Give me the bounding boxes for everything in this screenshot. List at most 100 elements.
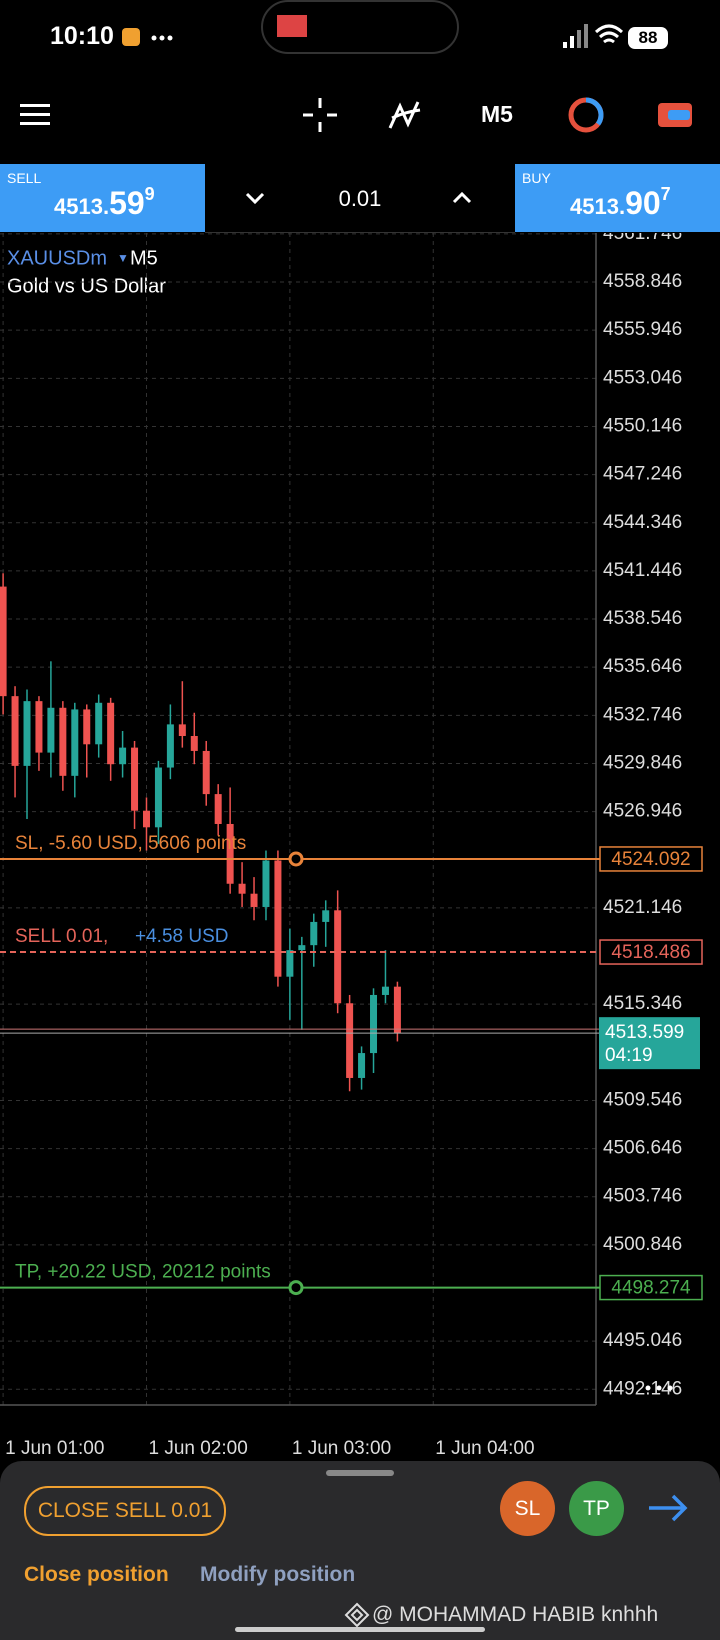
- buy-price: 4513.907: [570, 184, 671, 222]
- candle-body: [0, 586, 7, 697]
- dot: [151, 35, 157, 41]
- level-label: SELL 0.01,: [15, 926, 108, 947]
- y-tick-label: 4558.846: [603, 271, 682, 292]
- level-price: 4498.274: [611, 1278, 691, 1299]
- more-dot[interactable]: [667, 1385, 673, 1391]
- symbol-caret: ▼: [117, 251, 129, 265]
- next-arrow[interactable]: [645, 1493, 691, 1523]
- y-tick-label: 4515.346: [603, 993, 682, 1014]
- y-tick-label: 4509.546: [603, 1089, 682, 1110]
- y-tick-label: 4506.646: [603, 1138, 682, 1159]
- more-dot[interactable]: [645, 1385, 651, 1391]
- y-tick-label: 4553.046: [603, 367, 682, 388]
- y-tick-label: 4492.146: [603, 1378, 682, 1399]
- decrease[interactable]: [245, 192, 265, 205]
- candle-body: [370, 994, 378, 1054]
- chart-timeframe: M5: [130, 247, 158, 269]
- wifi: [594, 24, 624, 44]
- candle-body: [35, 701, 43, 753]
- tp-button[interactable]: TP: [569, 1481, 624, 1536]
- island-thumb: [277, 15, 307, 37]
- y-tick-label: 4500.846: [603, 1234, 682, 1255]
- level-label: SL, -5.60 USD, 5606 points: [15, 833, 246, 854]
- x-tick-label: 1 Jun 02:00: [148, 1438, 247, 1459]
- candle-body: [47, 707, 55, 753]
- status-time: 10:10: [50, 22, 114, 50]
- candle-body: [226, 823, 234, 884]
- volume[interactable]: 0.01: [338, 186, 382, 211]
- candle-body: [214, 794, 222, 824]
- candle-body: [286, 950, 294, 977]
- crosshair-icon[interactable]: [303, 98, 337, 132]
- level-price: 4524.092: [611, 849, 690, 870]
- volume-control: 0.01: [205, 164, 515, 233]
- candle-body: [23, 701, 31, 766]
- price-sup: 7: [660, 184, 671, 204]
- sell-price: 4513.599: [54, 184, 155, 222]
- sell-button[interactable]: SELL 4513.599: [0, 164, 205, 232]
- y-tick-label: 4561.746: [603, 233, 682, 244]
- dynamic-island: [261, 0, 459, 54]
- symbol: XAUUSDm: [7, 247, 107, 269]
- tab-close-position[interactable]: Close position: [24, 1563, 169, 1586]
- volume-arrows: [245, 191, 472, 205]
- candle-body: [119, 747, 127, 765]
- close-sell-button[interactable]: CLOSE SELL 0.01: [24, 1486, 226, 1536]
- candle-body: [190, 735, 198, 751]
- indicator-icon[interactable]: [388, 101, 421, 129]
- signal: [563, 42, 567, 48]
- candle-body: [393, 986, 401, 1034]
- more-dot[interactable]: [656, 1385, 662, 1391]
- dot: [159, 35, 165, 41]
- y-tick-label: 4529.846: [603, 752, 682, 773]
- x-tick-label: 1 Jun 01:00: [5, 1438, 104, 1459]
- level-price-box: [599, 846, 703, 872]
- timeframe-button[interactable]: M5: [481, 101, 513, 127]
- battery: [628, 27, 668, 49]
- level-price-box: [599, 1274, 703, 1301]
- y-tick-label: 4495.046: [603, 1330, 682, 1351]
- chart: XAUUSDm ▼ M5 Gold vs US Dollar 4561.746 4…: [0, 233, 703, 1459]
- app-icon: [122, 28, 140, 46]
- trade-icon[interactable]: [658, 103, 692, 127]
- candle-body: [154, 767, 162, 828]
- watermark-logo: [344, 1602, 370, 1628]
- y-tick-label: 4503.746: [603, 1186, 682, 1207]
- candle-body: [107, 702, 115, 765]
- sl-button[interactable]: SL: [500, 1481, 555, 1536]
- candle-body: [322, 910, 330, 922]
- bid-price: 4513.599: [605, 1022, 684, 1043]
- drag-handle[interactable]: [326, 1470, 394, 1476]
- candle-body: [381, 986, 389, 995]
- price-big: 90: [625, 185, 661, 221]
- candle-body: [310, 921, 318, 946]
- tab-modify-position[interactable]: Modify position: [200, 1563, 356, 1586]
- level-handle[interactable]: [288, 851, 304, 867]
- buy-label: BUY: [522, 170, 551, 186]
- sell-label: SELL: [7, 170, 42, 186]
- level-handle[interactable]: [288, 1280, 304, 1296]
- buy-button[interactable]: BUY 4513.907: [515, 164, 720, 232]
- candle-body: [59, 707, 67, 776]
- candle-body: [238, 883, 246, 894]
- increase[interactable]: [452, 191, 472, 204]
- candle-body: [71, 709, 79, 776]
- objects-icon[interactable]: [568, 97, 604, 133]
- y-tick-label: 4550.146: [603, 415, 682, 436]
- candle-body: [298, 945, 306, 951]
- top-decor: [20, 0, 692, 133]
- menu-icon[interactable]: [20, 104, 50, 125]
- candle-body: [142, 810, 150, 828]
- watermark: @ MOHAMMAD HABIB knhhh: [372, 1603, 659, 1626]
- candle-body: [83, 709, 91, 745]
- candle-body: [11, 696, 19, 766]
- x-tick-label: 1 Jun 04:00: [435, 1438, 534, 1459]
- dot: [167, 35, 173, 41]
- y-tick-label: 4532.746: [603, 704, 682, 725]
- candle-body: [358, 1053, 366, 1078]
- candle-body: [95, 702, 103, 745]
- symbol-description: Gold vs US Dollar: [7, 275, 166, 297]
- x-tick-label: 1 Jun 03:00: [292, 1438, 391, 1459]
- candle-body: [334, 910, 342, 1004]
